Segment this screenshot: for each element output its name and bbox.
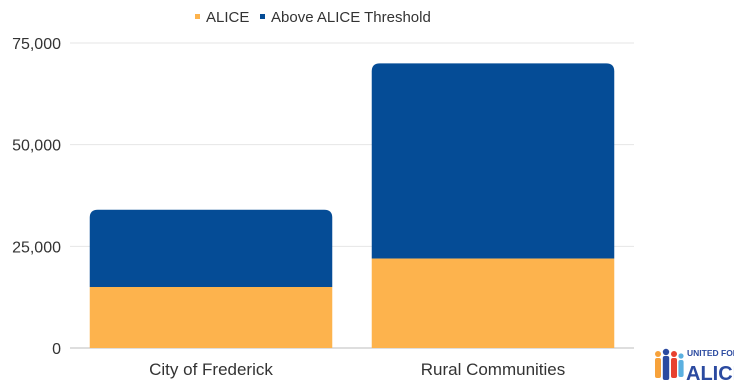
alice-bar-rural (371, 258, 615, 348)
x-category-label: Rural Communities (421, 360, 566, 379)
y-tick-label: 75,000 (12, 36, 61, 53)
legend-swatch (195, 14, 200, 19)
y-tick-label: 25,000 (12, 239, 61, 256)
above-threshold-bar-frederick (89, 209, 333, 287)
logo-line2: ALICE (686, 363, 734, 385)
logo-line1: UNITED FOR (687, 348, 734, 358)
above-threshold-bar-rural (371, 63, 615, 259)
y-tick-label: 50,000 (12, 138, 61, 155)
legend: ALICE Above ALICE Threshold (195, 9, 431, 26)
y-tick-label: 0 (52, 341, 61, 358)
people-icon (655, 348, 684, 380)
x-category-label: City of Frederick (149, 360, 273, 379)
legend-swatch (260, 14, 265, 19)
y-axis-ticks: 0 25,000 50,000 75,000 (12, 36, 61, 358)
united-for-alice-logo: UNITED FOR ALICE (652, 342, 734, 386)
legend-label: ALICE (206, 9, 249, 26)
x-axis-categories: City of Frederick Rural Communities (149, 360, 565, 379)
alice-bar-frederick (89, 287, 333, 348)
bars (89, 63, 615, 348)
legend-label: Above ALICE Threshold (271, 9, 431, 26)
